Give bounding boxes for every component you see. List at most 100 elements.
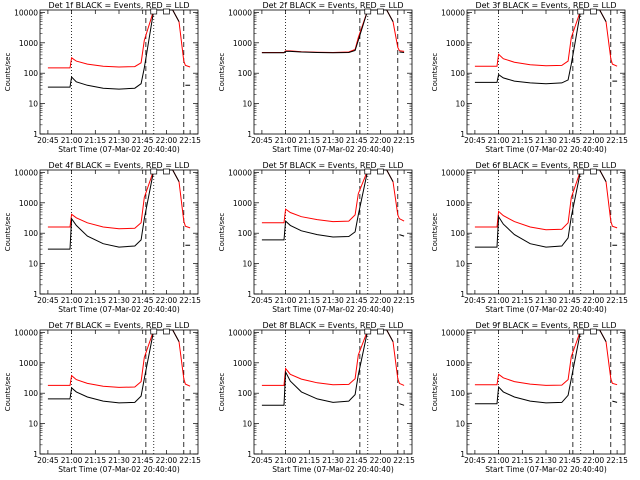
x-axis-label: Start Time (07-Mar-02 20:40:40) [485,465,607,474]
x-tick-label: 22:15 [179,136,201,145]
saturation-marker [163,168,170,175]
y-tick-label: 10 [242,420,252,429]
events-series-line [474,169,618,248]
events-series-line [261,9,405,54]
x-axis-label: Start Time (07-Mar-02 20:40:40) [272,145,394,154]
y-axis-label: Counts/sec [218,213,226,252]
y-tick-label: 100 [24,229,39,238]
y-tick-label: 1000 [446,199,465,208]
x-tick-label: 21:15 [84,136,106,145]
y-tick-label: 10000 [14,328,38,337]
x-tick-label: 21:45 [132,136,154,145]
panel-title: Det 3f BLACK = Events, RED = LLD [475,1,616,10]
x-tick-label: 20:45 [251,456,273,465]
panel-title: Det 4f BLACK = Events, RED = LLD [48,161,189,170]
y-tick-label: 100 [24,389,39,398]
x-axis-label: Start Time (07-Mar-02 20:40:40) [485,305,607,314]
events-series-line [47,169,191,250]
x-tick-label: 22:15 [179,456,201,465]
x-tick-label: 21:00 [488,296,510,305]
lld-series-line [47,169,191,230]
saturation-marker [150,328,158,335]
y-tick-label: 1000 [446,359,465,368]
panel-title: Det 8f BLACK = Events, RED = LLD [262,321,403,330]
y-tick-label: 1 [460,130,465,139]
detector-panel: Det 1f BLACK = Events, RED = LLD 1 10 100 10… [4,1,201,154]
x-tick-label: 21:15 [298,456,320,465]
saturation-marker [150,8,158,15]
lld-series-line [261,169,405,224]
x-tick-label: 21:45 [559,296,581,305]
y-tick-label: 10 [455,100,465,109]
x-tick-label: 20:45 [251,296,273,305]
y-tick-label: 10 [455,420,465,429]
detector-panel: Det 2f BLACK = Events, RED = LLD 1 10 100 10… [218,1,415,154]
x-tick-label: 21:30 [108,456,130,465]
saturation-marker [377,328,384,335]
x-tick-label: 21:45 [346,456,368,465]
detector-panel: Det 3f BLACK = Events, RED = LLD 1 10 100 10… [431,1,628,154]
y-axis-label: Counts/sec [4,53,12,92]
detector-panel: Det 8f BLACK = Events, RED = LLD 1 10 100 10… [218,321,415,474]
x-tick-label: 21:15 [298,296,320,305]
y-tick-label: 1 [33,290,38,299]
saturation-marker [163,328,170,335]
y-tick-label: 10 [28,100,38,109]
y-tick-label: 1000 [233,199,252,208]
y-tick-label: 1 [247,290,252,299]
y-axis-label: Counts/sec [4,213,12,252]
x-tick-label: 21:30 [108,136,130,145]
x-tick-label: 22:15 [393,456,415,465]
saturation-marker [577,328,585,335]
x-tick-label: 22:00 [583,296,605,305]
y-tick-label: 10000 [14,8,38,17]
y-tick-label: 10 [28,260,38,269]
detector-panel: Det 9f BLACK = Events, RED = LLD 1 10 100 10… [431,321,628,474]
x-tick-label: 21:15 [511,136,533,145]
x-tick-label: 20:45 [251,136,273,145]
x-tick-label: 21:30 [535,136,557,145]
panel-title: Det 2f BLACK = Events, RED = LLD [262,1,403,10]
x-tick-label: 21:15 [84,456,106,465]
x-axis-label: Start Time (07-Mar-02 20:40:40) [58,465,180,474]
y-tick-label: 1 [247,450,252,459]
y-axis-label: Counts/sec [218,373,226,412]
x-tick-label: 21:00 [488,136,510,145]
x-tick-label: 21:45 [132,296,154,305]
plot-frame [253,169,413,295]
x-axis-label: Start Time (07-Mar-02 20:40:40) [58,145,180,154]
panel-title: Det 5f BLACK = Events, RED = LLD [262,161,403,170]
x-tick-label: 22:00 [583,136,605,145]
x-tick-label: 21:30 [535,456,557,465]
x-tick-label: 22:00 [156,296,178,305]
x-axis-label: Start Time (07-Mar-02 20:40:40) [272,465,394,474]
x-tick-label: 22:15 [393,296,415,305]
x-tick-label: 21:15 [511,456,533,465]
y-tick-label: 1000 [233,39,252,48]
y-tick-label: 1000 [19,359,38,368]
lld-series-line [47,9,191,69]
saturation-marker [590,328,597,335]
saturation-marker [377,168,384,175]
lld-series-line [474,329,618,386]
x-tick-label: 22:15 [606,136,628,145]
y-tick-label: 100 [451,69,466,78]
x-tick-label: 21:15 [511,296,533,305]
saturation-marker [163,8,170,15]
x-tick-label: 21:00 [61,456,83,465]
x-tick-label: 21:30 [322,456,344,465]
lld-series-line [474,9,618,67]
x-tick-label: 22:15 [606,456,628,465]
x-tick-label: 21:00 [61,136,83,145]
y-tick-label: 10 [455,260,465,269]
y-tick-label: 1000 [446,39,465,48]
x-tick-label: 20:45 [464,136,486,145]
x-tick-label: 22:00 [370,456,392,465]
y-axis-label: Counts/sec [4,373,12,412]
panel-title: Det 9f BLACK = Events, RED = LLD [475,321,616,330]
x-tick-label: 21:00 [275,296,297,305]
y-tick-label: 1 [33,130,38,139]
detector-panel: Det 7f BLACK = Events, RED = LLD 1 10 100 10… [4,321,201,474]
y-tick-label: 10000 [228,168,252,177]
x-tick-label: 21:15 [298,136,320,145]
